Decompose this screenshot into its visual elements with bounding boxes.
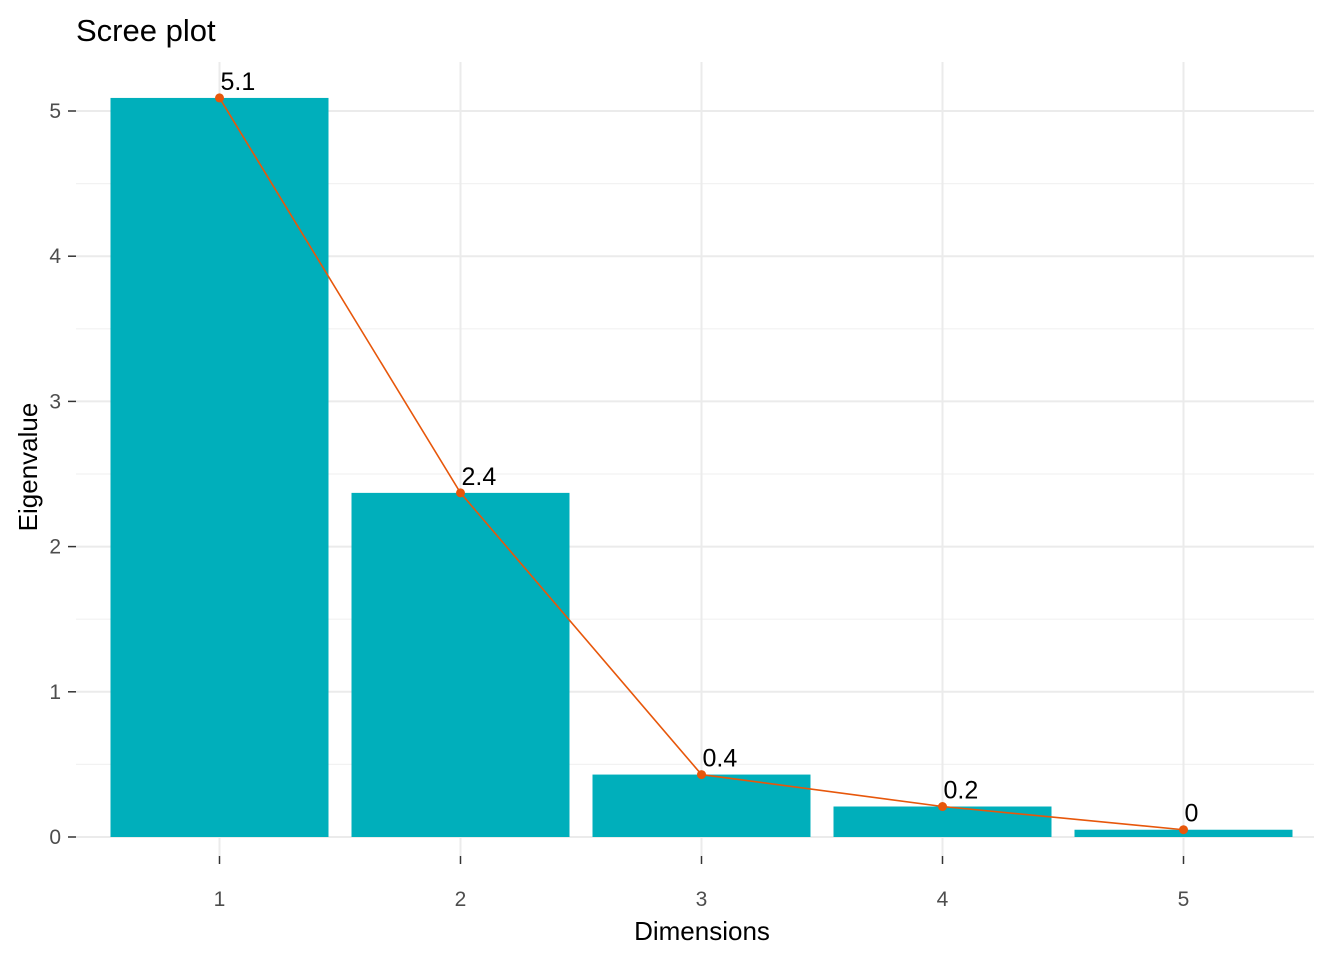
y-tick-label: 0: [49, 826, 61, 849]
x-tick-label: 2: [455, 888, 467, 911]
y-tick-label: 2: [49, 536, 61, 559]
data-label: 0.2: [944, 777, 979, 805]
data-label: 5.1: [221, 68, 256, 96]
y-tick-label: 5: [49, 100, 61, 123]
data-point: [215, 93, 224, 103]
bars: [110, 97, 1293, 837]
data-label: 2.4: [462, 463, 497, 491]
y-tick-label: 1: [49, 681, 61, 704]
bar: [833, 806, 1052, 837]
data-point: [456, 488, 465, 498]
scree-points: [215, 93, 1188, 835]
data-label: 0.4: [703, 745, 738, 773]
x-tick-label: 1: [214, 888, 226, 911]
x-tick-label: 4: [937, 888, 949, 911]
bar: [351, 492, 570, 837]
data-point: [697, 770, 706, 780]
x-axis-title: Dimensions: [634, 916, 770, 946]
y-tick-label: 4: [49, 245, 61, 268]
bar: [110, 97, 329, 837]
x-tick-label: 3: [696, 888, 708, 911]
y-axis: 0 1 2 3 4 5: [49, 100, 76, 849]
x-axis: 1 2 3 4 5: [214, 856, 1190, 911]
x-tick-label: 5: [1178, 888, 1190, 911]
y-tick-label: 3: [49, 390, 61, 413]
y-axis-title: Eigenvalue: [13, 403, 43, 532]
data-point: [1179, 825, 1188, 835]
data-point: [938, 802, 947, 812]
data-label: 0: [1185, 800, 1199, 828]
data-labels: 5.1 2.4 0.4 0.2 0: [221, 68, 1199, 828]
chart-title: Scree plot: [76, 13, 216, 48]
